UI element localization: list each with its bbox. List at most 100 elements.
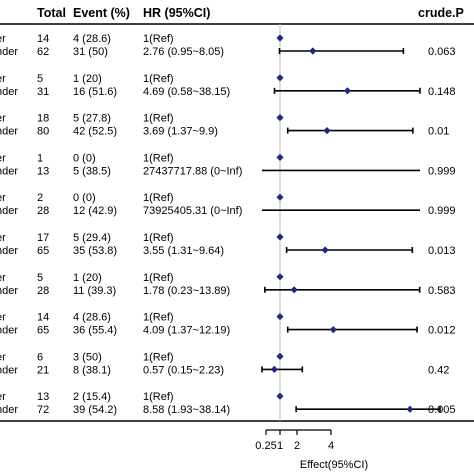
table-row: er 2 0 (0) 1(Ref) [0, 192, 174, 204]
point-estimate-marker [343, 87, 352, 95]
row-hr: 1(Ref) [143, 33, 174, 45]
row-total: 65 [37, 245, 49, 257]
row-group-label: er [0, 272, 6, 284]
table-row: er 14 4 (28.6) 1(Ref) [0, 33, 174, 45]
table-row: er 6 3 (50) 1(Ref) [0, 351, 174, 363]
row-event: 5 (38.5) [73, 165, 111, 177]
row-event: 4 (28.6) [73, 312, 111, 324]
x-tick-label: 2 [294, 440, 300, 452]
row-total: 14 [37, 312, 49, 324]
row-event: 3 (50) [73, 351, 102, 363]
row-p-value: 0.013 [428, 245, 456, 257]
row-group-label: nder [0, 404, 18, 416]
row-event: 39 (54.2) [73, 404, 117, 416]
row-group-label: nder [0, 205, 18, 217]
row-hr: 2.76 (0.95~8.05) [143, 46, 224, 58]
table-row: er 18 5 (27.8) 1(Ref) [0, 113, 174, 125]
row-group-label: nder [0, 364, 18, 376]
row-group-label: er [0, 312, 6, 324]
row-total: 21 [37, 364, 49, 376]
row-hr: 4.69 (0.58~38.15) [143, 86, 230, 98]
point-estimate-marker [276, 392, 284, 400]
row-event: 36 (55.4) [73, 325, 117, 337]
point-estimate-marker [309, 47, 317, 55]
table-row: er 17 5 (29.4) 1(Ref) [0, 232, 174, 244]
table-row: nder 21 8 (38.1) 0.57 (0.15~2.23) 0.42 [0, 364, 449, 376]
row-hr: 73925405.31 (0~Inf) [143, 205, 242, 217]
row-total: 72 [37, 404, 49, 416]
row-event: 1 (20) [73, 73, 102, 85]
row-total: 5 [37, 272, 43, 284]
table-row: er 14 4 (28.6) 1(Ref) [0, 312, 174, 324]
point-estimate-marker [276, 34, 284, 42]
row-p-value: 0.583 [428, 285, 456, 297]
point-estimate-marker [276, 273, 284, 281]
row-event: 16 (51.6) [73, 86, 117, 98]
row-event: 8 (38.1) [73, 364, 111, 376]
row-event: 0 (0) [73, 192, 96, 204]
row-event: 5 (29.4) [73, 232, 111, 244]
table-row: nder 62 31 (50) 2.76 (0.95~8.05) 0.063 [0, 46, 456, 58]
point-estimate-marker [406, 405, 414, 413]
row-group-label: er [0, 73, 6, 85]
header-hr: HR (95%CI) [143, 6, 210, 20]
row-total: 14 [37, 33, 49, 45]
row-total: 1 [37, 152, 43, 164]
row-group-label: er [0, 351, 6, 363]
row-hr: 3.69 (1.37~9.9) [143, 126, 218, 138]
row-event: 12 (42.9) [73, 205, 117, 217]
row-total: 62 [37, 46, 49, 58]
row-total: 13 [37, 165, 49, 177]
table-row: nder 28 11 (39.3) 1.78 (0.23~13.89) 0.583 [0, 285, 456, 297]
row-hr: 27437717.88 (0~Inf) [143, 165, 242, 177]
row-group-label: nder [0, 46, 18, 58]
row-total: 5 [37, 73, 43, 85]
point-estimate-marker [276, 114, 284, 122]
point-estimate-marker [323, 127, 331, 135]
row-group-label: er [0, 33, 6, 45]
table-rows: er144 (28.6)1(Ref)nder6231 (50)2.76 (0.9… [0, 33, 456, 416]
row-total: 17 [37, 232, 49, 244]
row-p-value: 0.148 [428, 86, 456, 98]
row-total: 6 [37, 351, 43, 363]
row-hr: 8.58 (1.93~38.14) [143, 404, 230, 416]
header-total: Total [37, 6, 66, 20]
row-hr: 1(Ref) [143, 272, 174, 284]
point-estimate-marker [276, 313, 284, 321]
point-estimate-marker [270, 365, 278, 373]
row-total: 13 [37, 391, 49, 403]
row-hr: 0.57 (0.15~2.23) [143, 364, 224, 376]
row-total: 65 [37, 325, 49, 337]
row-group-label: er [0, 192, 6, 204]
row-hr: 1(Ref) [143, 73, 174, 85]
row-group-label: er [0, 391, 6, 403]
row-total: 28 [37, 285, 49, 297]
point-estimate-marker [321, 246, 329, 254]
point-estimate-marker [276, 352, 284, 360]
table-row: nder 13 5 (38.5) 27437717.88 (0~Inf) 0.999 [0, 165, 456, 177]
x-axis-label: Effect(95%CI) [300, 459, 368, 471]
plot-marks [261, 24, 441, 421]
row-group-label: nder [0, 86, 18, 98]
header-p: crude.P [418, 6, 464, 20]
row-hr: 1(Ref) [143, 351, 174, 363]
row-event: 1 (20) [73, 272, 102, 284]
table-row: nder 65 35 (53.8) 3.55 (1.31~9.64) 0.013 [0, 245, 456, 257]
x-axis: Effect(95%CI) 0.25 1 2 4 [255, 429, 368, 471]
row-group-label: nder [0, 325, 18, 337]
table-row: nder 65 36 (55.4) 4.09 (1.37~12.19) 0.012 [0, 325, 456, 337]
row-p-value: 0.063 [428, 46, 456, 58]
row-hr: 1(Ref) [143, 192, 174, 204]
row-event: 5 (27.8) [73, 113, 111, 125]
row-hr: 1(Ref) [143, 113, 174, 125]
row-total: 80 [37, 126, 49, 138]
table-row: er 5 1 (20) 1(Ref) [0, 73, 174, 85]
row-event: 2 (15.4) [73, 391, 111, 403]
table-row: nder 31 16 (51.6) 4.69 (0.58~38.15) 0.148 [0, 86, 456, 98]
row-group-label: nder [0, 245, 18, 257]
row-hr: 1(Ref) [143, 391, 174, 403]
x-tick-label: 0.25 [255, 440, 276, 452]
row-p-value: 0.999 [428, 165, 456, 177]
x-tick-label: 1 [277, 440, 283, 452]
